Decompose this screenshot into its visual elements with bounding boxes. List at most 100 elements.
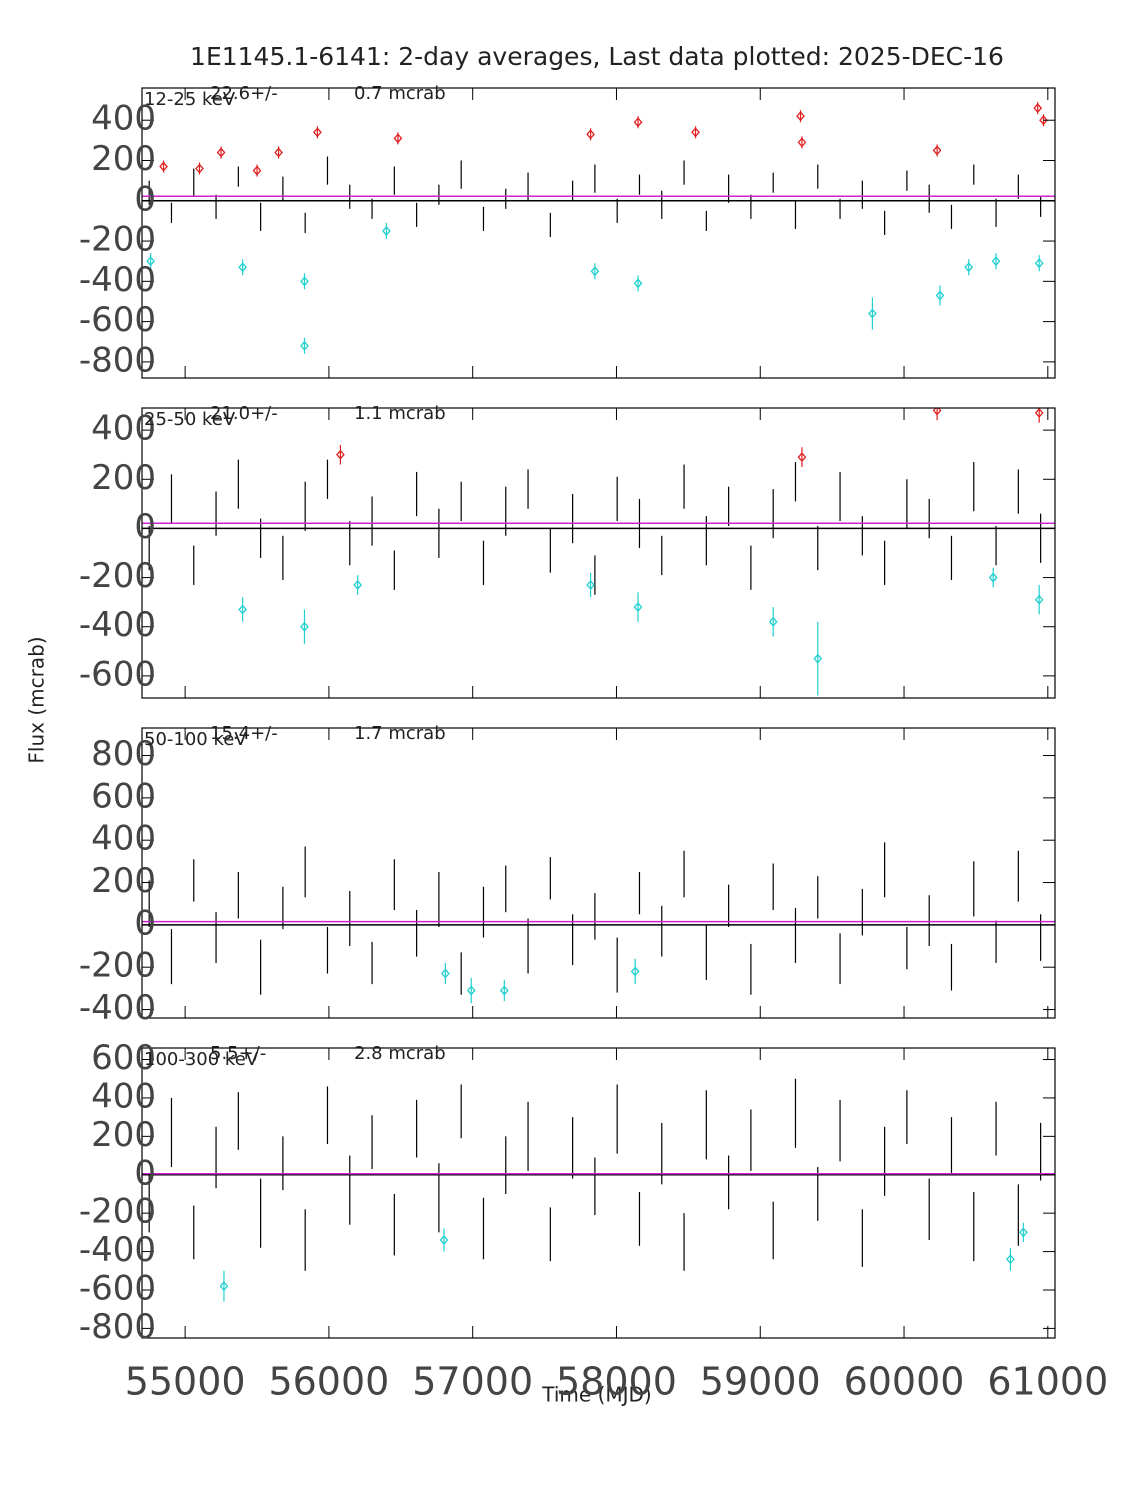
data-point [216,147,226,158]
data-point [393,133,403,144]
y-tick-label: 0 [134,179,156,219]
data-point [932,408,942,416]
data-point [1006,1254,1015,1265]
data-point [466,985,476,996]
data-point [300,340,309,351]
data-point [633,278,643,289]
mean-label: 22.6+/- [210,83,278,104]
data-point [336,449,345,460]
data-point [146,256,155,267]
chart-title: 1E1145.1-6141: 2-day averages, Last data… [190,42,1004,71]
y-axis-label: Flux (mcrab) [25,636,49,763]
data-point [274,147,283,158]
panel-label: 12-25 keV [144,89,236,110]
axes-frame [141,407,1056,699]
y-tick-label: -600 [79,654,156,694]
y-tick-label: 200 [91,139,156,179]
y-tick-label: 600 [91,776,156,816]
y-tick-label: 200 [91,458,156,498]
axes-frame [141,87,1056,379]
data-point [813,653,823,664]
data-point [439,1235,449,1246]
data-point [988,572,998,583]
y-tick-label: -600 [79,1268,156,1308]
y-tick-label: -200 [79,1192,156,1232]
data-point [238,262,248,273]
axes-frame [141,727,1056,1019]
x-tick-label: 58000 [556,1360,677,1404]
y-tick-label: 400 [91,1076,156,1116]
y-tick-label: 0 [134,507,156,547]
y-tick-label: 800 [91,734,156,774]
y-tick-label: 0 [134,903,156,943]
y-tick-label: 400 [91,409,156,449]
x-tick-label: 61000 [987,1360,1108,1404]
data-point [590,266,600,277]
error-label: 0.7 mcrab [354,83,446,104]
data-point [633,117,643,128]
data-point [300,276,309,287]
x-tick-label: 57000 [412,1360,533,1404]
x-tick-label: 55000 [125,1360,246,1404]
x-tick-label: 59000 [700,1360,821,1404]
x-tick-label: 56000 [268,1360,389,1404]
data-point [868,308,877,319]
data-point [935,290,945,301]
data-point [630,966,640,977]
data-point [691,127,700,138]
error-label: 1.1 mcrab [354,403,446,424]
y-tick-label: -200 [79,556,156,596]
y-tick-label: 0 [134,1153,156,1193]
y-tick-label: -800 [79,1307,156,1347]
plot-area [142,102,1055,354]
y-tick-label: 600 [91,1038,156,1078]
y-tick-label: -400 [79,1230,156,1270]
y-tick-label: -200 [79,946,156,986]
data-point [796,111,805,122]
mean-label: 5.5+/- [210,1043,266,1064]
data-point [797,137,807,148]
y-tick-label: -400 [79,260,156,300]
mean-label: 21.0+/- [210,403,278,424]
data-point [1039,115,1048,126]
error-label: 1.7 mcrab [354,723,446,744]
data-point [991,256,1001,267]
mean-label: 15.4+/- [210,723,278,744]
error-label: 2.8 mcrab [354,1043,446,1064]
data-point [441,968,450,979]
data-point [238,604,248,615]
data-point [1034,594,1044,605]
data-point [300,621,309,632]
axes-frame [141,1047,1056,1339]
panel-label: 50-100 keV [144,729,247,750]
panel-label: 25-50 keV [144,409,236,430]
data-point [382,225,391,236]
data-point [586,579,595,590]
x-tick-label: 60000 [844,1360,965,1404]
data-point [313,127,322,138]
y-tick-label: -400 [79,605,156,645]
data-point [1034,408,1044,418]
data-point [586,129,595,140]
data-point [219,1281,229,1292]
y-tick-label: -400 [79,988,156,1028]
y-tick-label: 200 [91,861,156,901]
data-point [964,262,974,273]
y-tick-label: -800 [79,340,156,380]
data-point [499,985,509,996]
data-point [353,579,363,590]
y-tick-label: 200 [91,1115,156,1155]
data-point [159,161,168,172]
panel-label: 100-300 keV [144,1049,259,1070]
plot-area [142,1078,1055,1302]
data-point [1033,103,1043,114]
data-point [1034,258,1044,269]
data-point [1019,1227,1028,1238]
y-tick-label: 400 [91,99,156,139]
data-point [797,452,807,463]
data-point [932,145,942,156]
y-tick-label: 400 [91,819,156,859]
data-point [252,165,262,176]
data-point [195,163,204,174]
plot-area [142,842,1055,1004]
